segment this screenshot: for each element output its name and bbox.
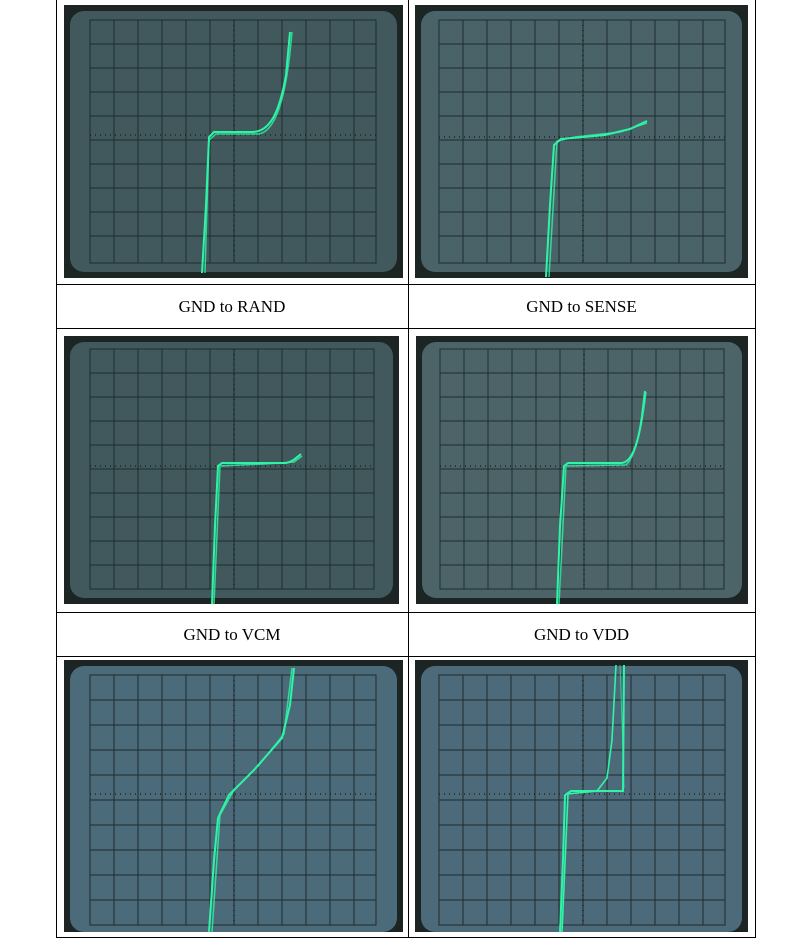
table-row-divider [56,612,756,613]
oscilloscope-image [64,336,399,604]
oscilloscope-image [64,5,403,278]
caption-gnd-to-sense: GND to SENSE [526,297,637,316]
table-row-divider [56,937,756,938]
table-border-middle [408,0,409,938]
scope-photo-gnd-to-vcm [64,336,399,604]
table-row-divider [56,656,756,657]
oscilloscope-image [416,336,748,604]
table-border-left [56,0,57,938]
scope-photo-gnd-to-rand [64,5,403,278]
table-row-divider [56,328,756,329]
scope-photo-row3-right [415,660,748,932]
table-row-divider [56,284,756,285]
table-border-right [755,0,756,938]
caption-gnd-to-rand: GND to RAND [178,297,286,316]
cropped-text-fragment [50,936,350,942]
scope-photo-gnd-to-sense [415,5,748,278]
scope-photo-gnd-to-vdd [416,336,748,604]
oscilloscope-image [415,660,748,932]
caption-gnd-to-vdd: GND to VDD [533,625,630,644]
oscilloscope-image [64,660,403,932]
caption-gnd-to-vcm: GND to VCM [183,625,281,644]
scope-photo-row3-left [64,660,403,932]
oscilloscope-image [415,5,748,278]
